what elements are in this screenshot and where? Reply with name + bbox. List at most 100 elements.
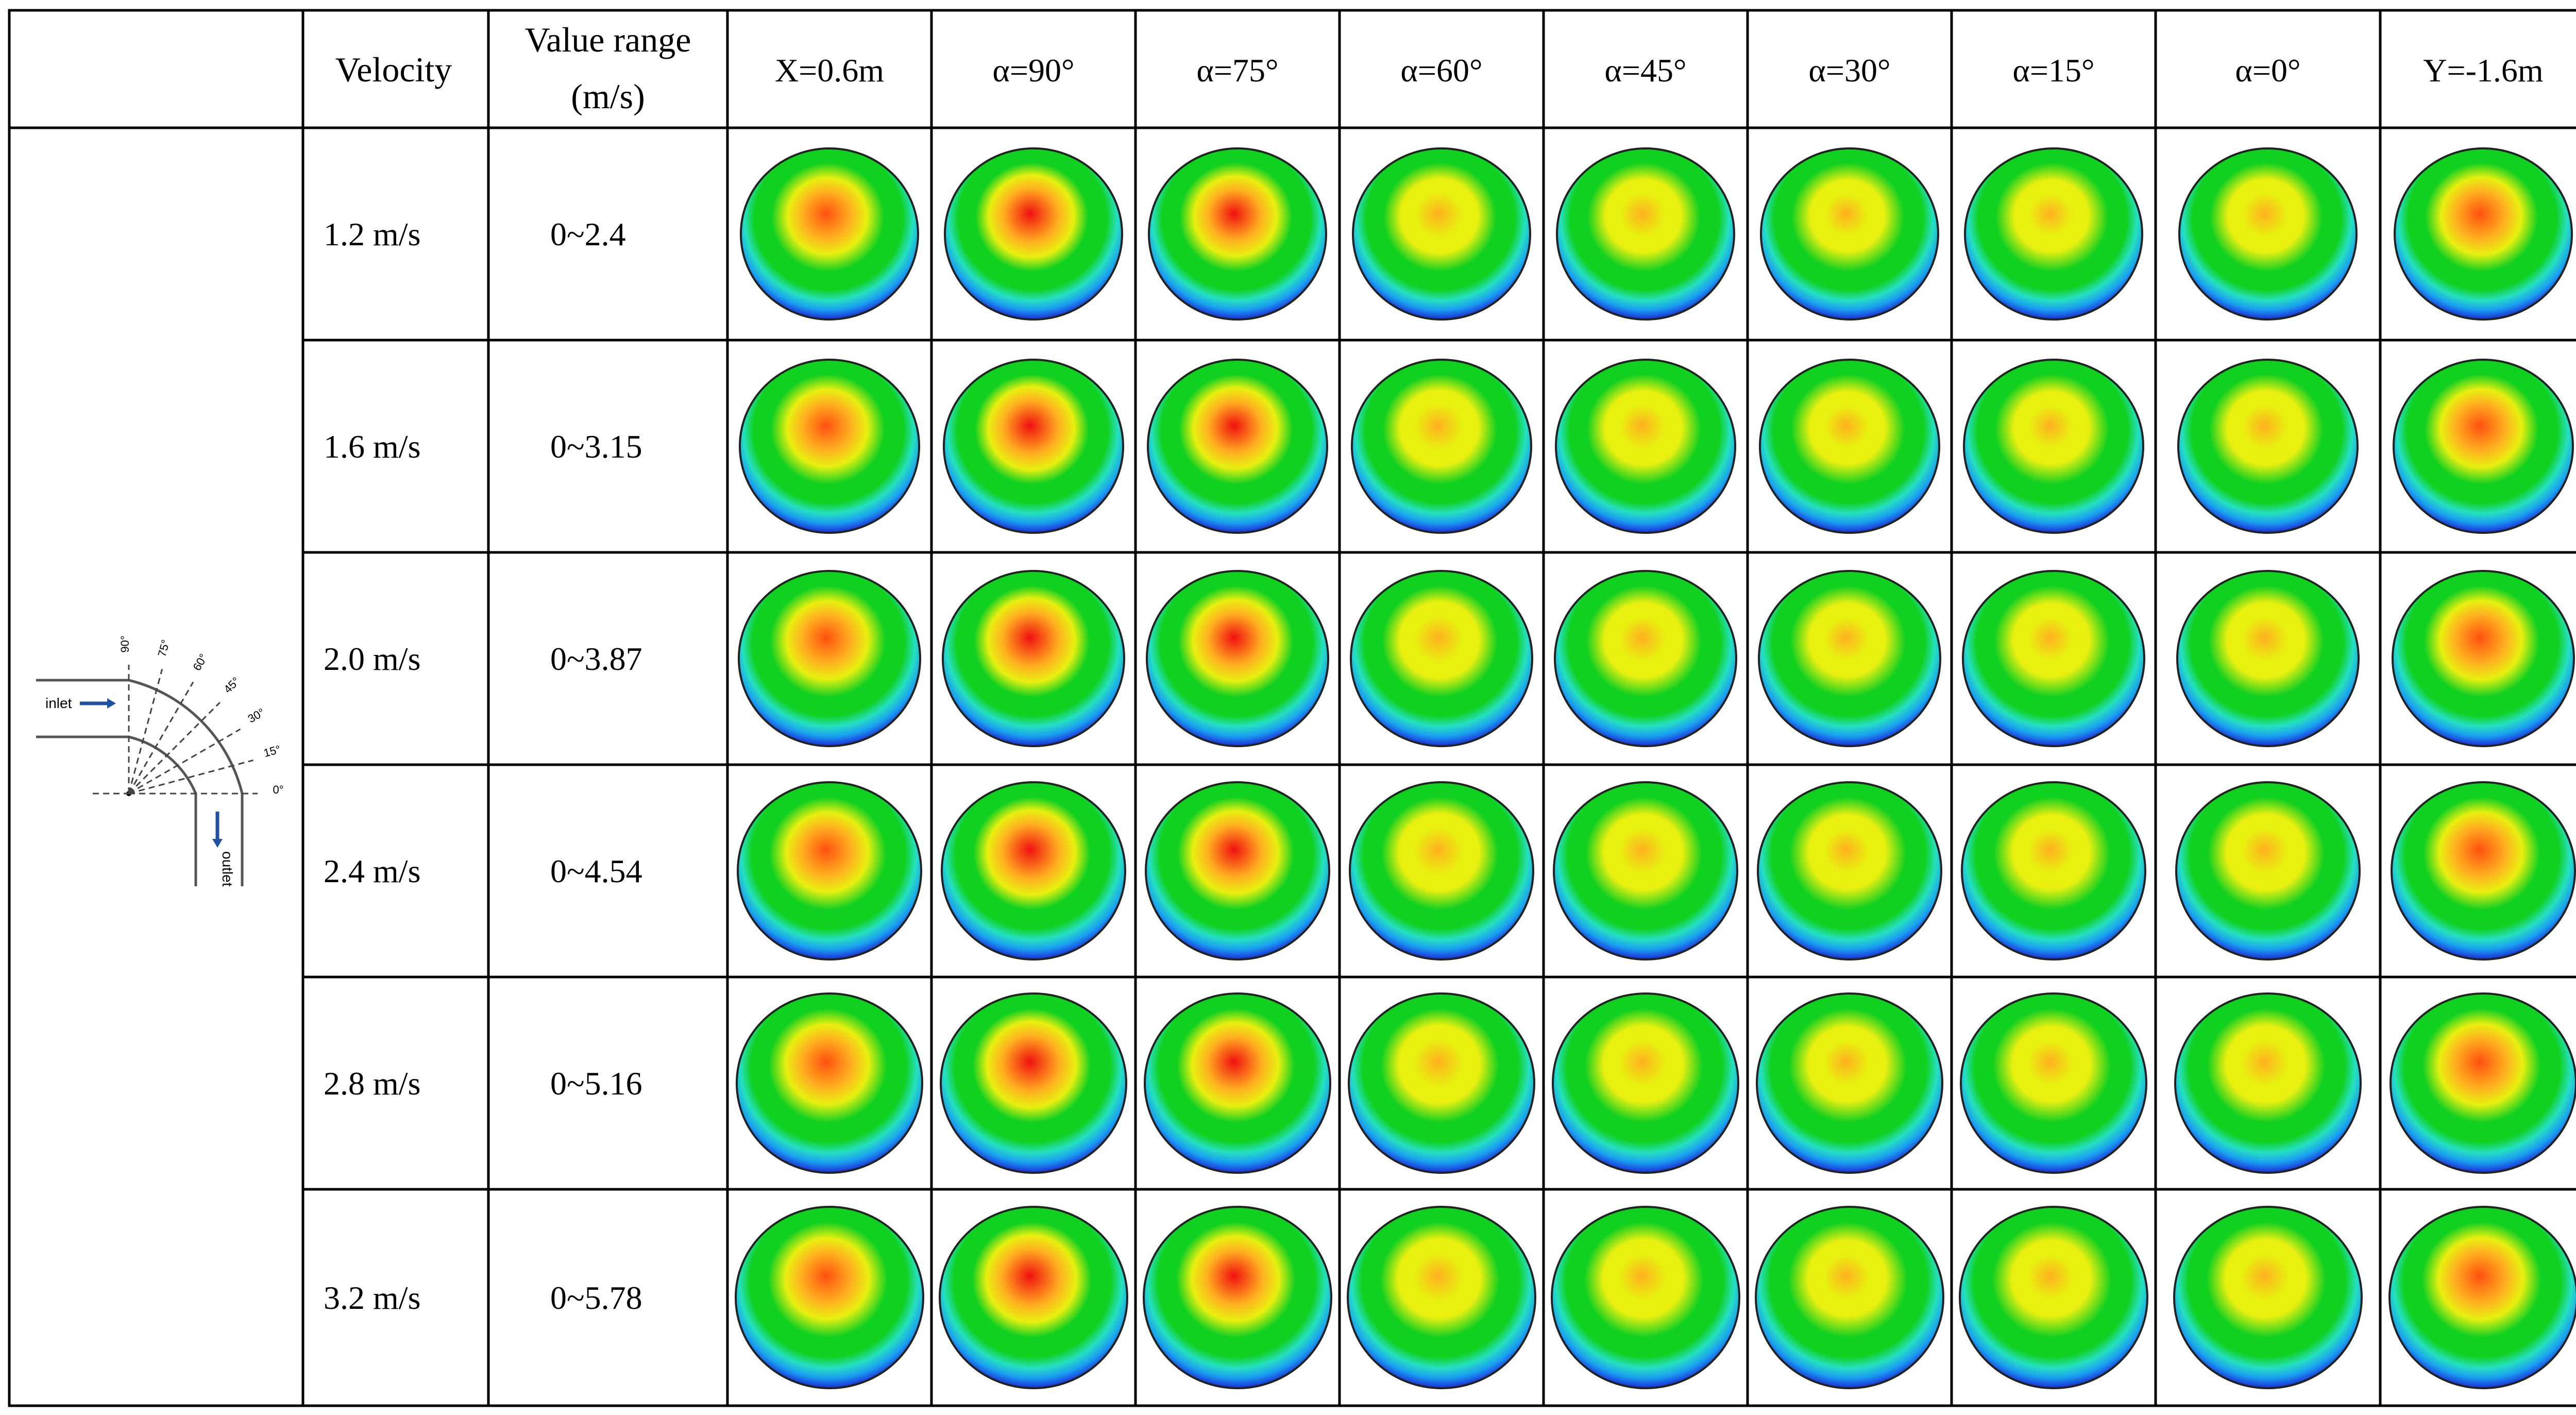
header-value-range: Value range	[525, 20, 691, 59]
contour-plot	[738, 570, 921, 747]
inlet-label: inlet	[45, 695, 72, 711]
contour-plot	[1553, 781, 1738, 961]
row-velocity: 2.4 m/s	[324, 853, 420, 889]
angle-label: 30°	[246, 705, 267, 725]
contour-plot	[1352, 147, 1531, 321]
contour-plot	[943, 359, 1124, 534]
section-header: α=90°	[992, 52, 1074, 89]
pipe-outer-wall	[36, 679, 244, 886]
contour-plot	[1964, 147, 2143, 321]
contour-plot	[739, 359, 920, 534]
angle-radial-line	[128, 702, 221, 795]
contour-plot	[2174, 992, 2362, 1174]
row-velocity: 3.2 m/s	[324, 1279, 420, 1316]
section-header: Y=-1.6m	[2423, 52, 2543, 89]
row-value-range: 0~3.87	[550, 641, 642, 677]
header-velocity: Velocity	[335, 50, 452, 89]
row-labels: 1.2 m/s 0~2.4 1.6 m/s 0~3.15 2.0 m/s 0~3.87 2.…	[324, 216, 642, 1316]
angle-label: 60°	[190, 651, 210, 672]
row-value-range: 0~4.54	[550, 853, 642, 889]
row-velocity: 2.0 m/s	[324, 641, 420, 677]
contour-plot	[1146, 570, 1329, 747]
contour-cells	[735, 147, 2576, 1389]
contour-plot	[2393, 359, 2574, 534]
angle-radial-line	[128, 759, 253, 795]
contour-plot	[2175, 781, 2361, 961]
contour-plot	[1143, 1206, 1332, 1389]
contour-plot	[1147, 359, 1328, 534]
contour-plot	[1351, 359, 1532, 534]
row-velocity: 1.2 m/s	[324, 216, 420, 252]
contour-plot	[2177, 359, 2359, 534]
section-header: α=30°	[1808, 52, 1890, 89]
contour-plot	[2178, 147, 2358, 321]
section-header: α=15°	[2012, 52, 2094, 89]
elbow-pipe-diagram: inlet outlet 90° 75° 60° 45°30° 15° 0°	[36, 635, 284, 887]
contour-plot	[737, 781, 922, 961]
contour-plot	[941, 781, 1126, 961]
contour-plot	[1760, 147, 1939, 321]
contour-plot	[1556, 147, 1735, 321]
angle-label: 90°	[118, 635, 131, 652]
contour-plot	[740, 147, 919, 321]
contour-plot	[944, 147, 1123, 321]
contour-plot	[1759, 359, 1940, 534]
contour-plot	[1350, 570, 1533, 747]
row-velocity: 2.8 m/s	[324, 1065, 420, 1102]
contour-plot	[1757, 781, 1942, 961]
contour-plot	[1552, 992, 1739, 1174]
section-header: X=0.6m	[775, 52, 884, 89]
outlet-arrow-icon	[212, 812, 223, 848]
contour-plot	[1554, 570, 1737, 747]
contour-plot	[1148, 147, 1327, 321]
contour-plot	[939, 1206, 1128, 1389]
angle-label: 45°	[221, 675, 242, 696]
angle-label: 75°	[155, 638, 172, 659]
section-header: α=0°	[2235, 52, 2300, 89]
contour-plot	[1348, 992, 1535, 1174]
row-value-range: 0~3.15	[550, 428, 642, 465]
contour-plot	[1961, 781, 2146, 961]
contour-plot	[2392, 570, 2575, 747]
contour-plot	[2391, 781, 2576, 961]
section-header: α=75°	[1196, 52, 1278, 89]
angle-label: 15°	[262, 743, 282, 760]
angle-label: 0°	[273, 783, 283, 796]
contour-plot	[1756, 992, 1943, 1174]
inlet-arrow-icon	[80, 698, 116, 709]
angle-radial-line	[128, 669, 163, 794]
contour-plot	[1555, 359, 1736, 534]
contour-plot	[1755, 1206, 1944, 1389]
angle-radial-line	[128, 728, 241, 795]
outlet-label: outlet	[219, 851, 235, 887]
contour-plot	[1551, 1206, 1740, 1389]
row-value-range: 0~5.16	[550, 1065, 642, 1102]
row-value-range: 0~5.78	[550, 1279, 642, 1316]
section-header: α=45°	[1604, 52, 1686, 89]
contour-plot	[735, 1206, 924, 1389]
contour-plot	[940, 992, 1127, 1174]
contour-plot	[1144, 992, 1331, 1174]
header-value-range-unit: (m/s)	[571, 77, 645, 116]
contour-plot	[736, 992, 923, 1174]
header-row: Velocity Value range (m/s) X=0.6m α=90° α=…	[335, 20, 2544, 116]
contour-plot	[1960, 992, 2147, 1174]
contour-plot	[1347, 1206, 1536, 1389]
contour-plot	[1758, 570, 1941, 747]
row-value-range: 0~2.4	[550, 216, 626, 252]
contour-plot	[2394, 147, 2573, 321]
row-velocity: 1.6 m/s	[324, 428, 420, 465]
contour-plot	[1959, 1206, 2148, 1389]
contour-plot	[942, 570, 1125, 747]
contour-plot	[2176, 570, 2360, 747]
contour-plot	[1145, 781, 1330, 961]
pipe-inner-wall	[36, 735, 197, 886]
section-header: α=60°	[1400, 52, 1482, 89]
table-grid-lines	[8, 9, 2576, 1407]
contour-plot	[2173, 1206, 2363, 1389]
contour-plot	[2388, 1206, 2576, 1389]
contour-plot	[1962, 570, 2145, 747]
contour-plot	[2389, 992, 2576, 1174]
contour-plot	[1349, 781, 1534, 961]
